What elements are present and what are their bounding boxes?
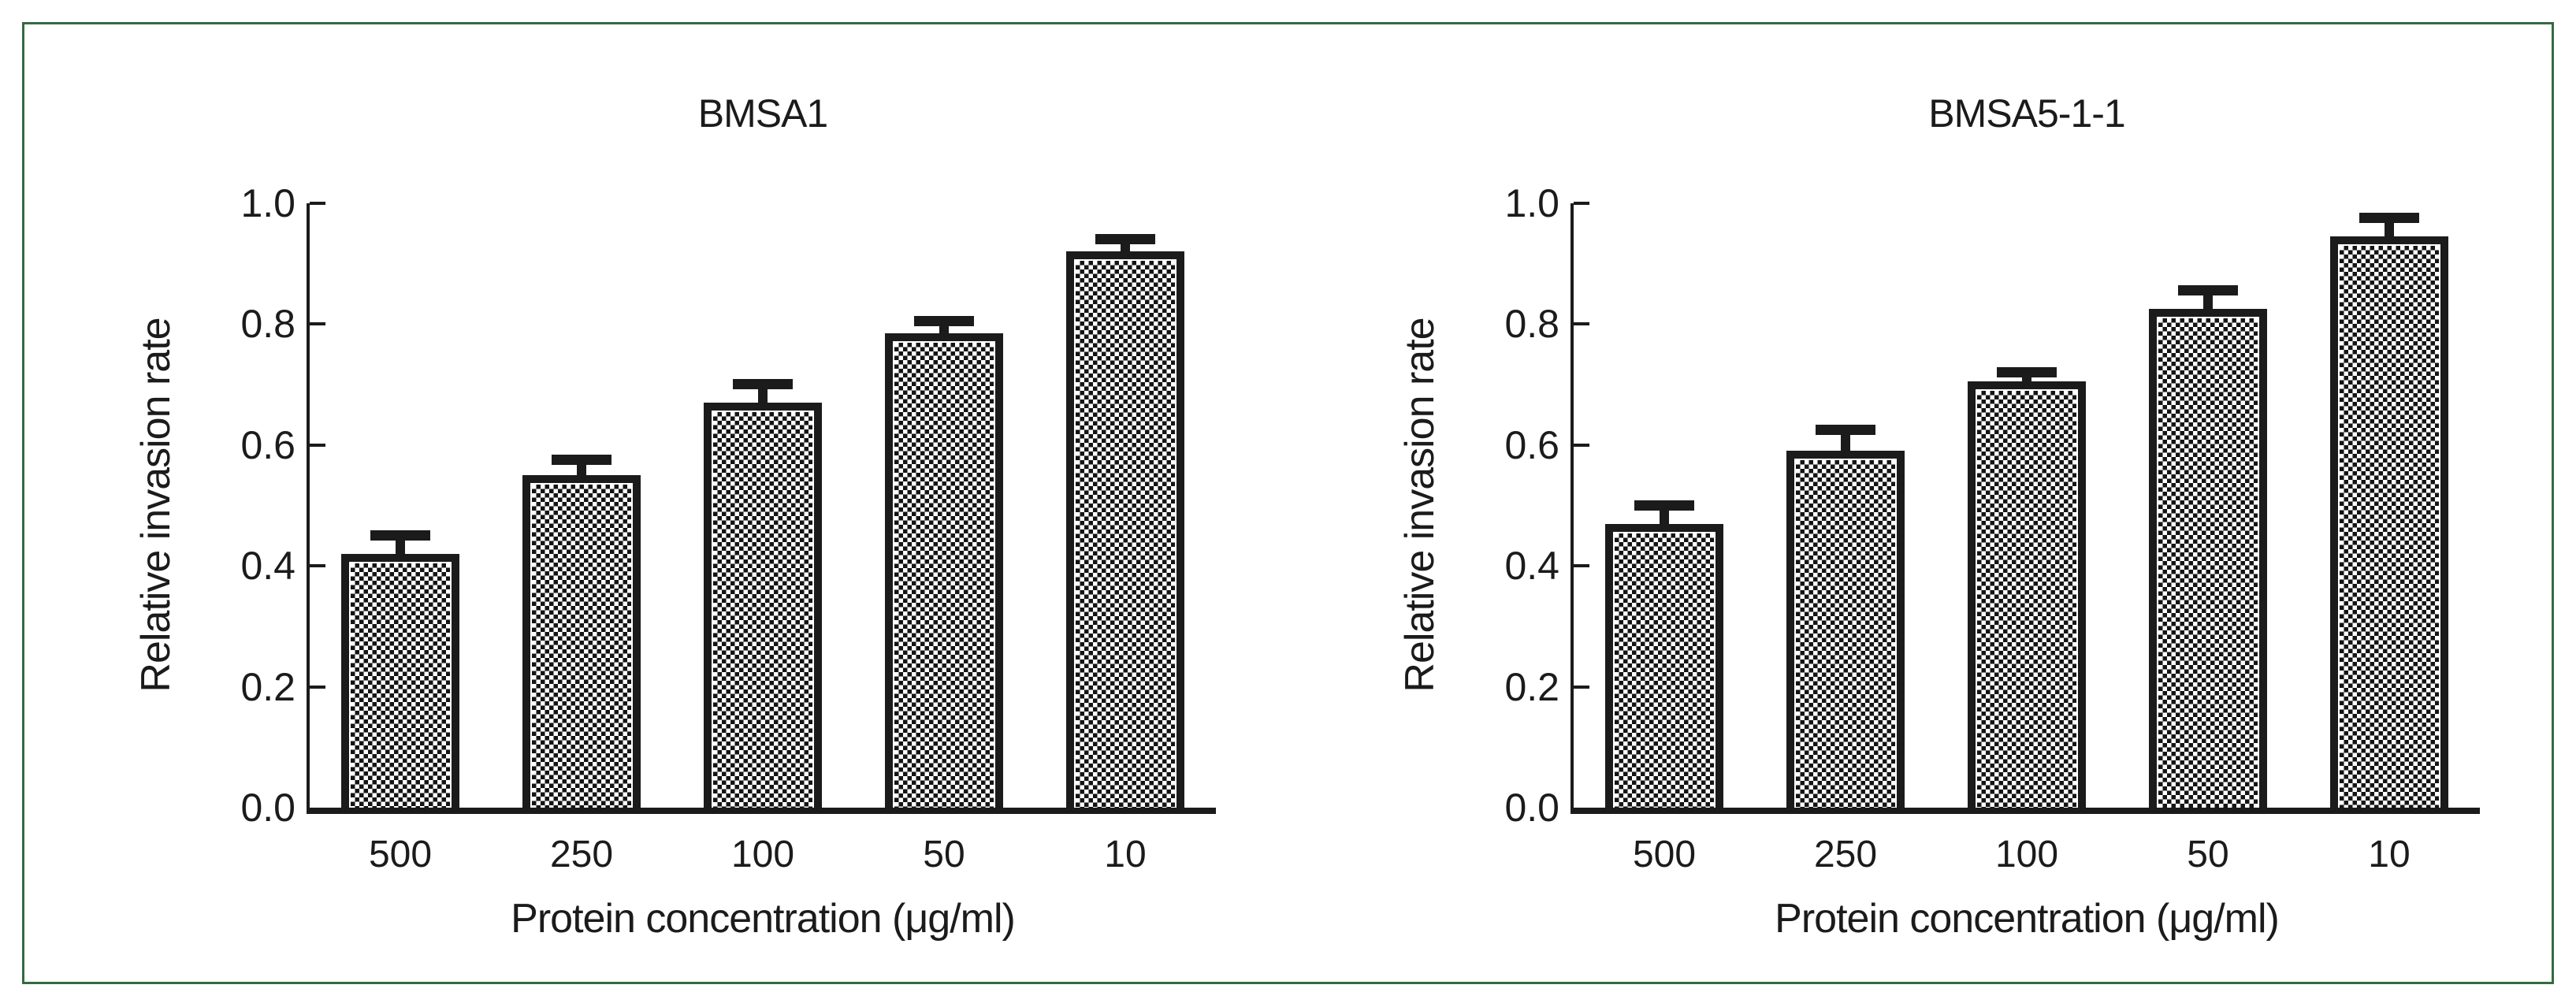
- y-tick-0.4: [1574, 564, 1589, 568]
- x-tick-label-10: 10: [1104, 834, 1147, 875]
- bar-fill-pattern-10: [1076, 261, 1175, 808]
- y-axis-line: [1571, 203, 1574, 814]
- bar-50: [2149, 309, 2267, 808]
- y-tick-0.2: [1574, 685, 1589, 689]
- error-bar-cap-100: [733, 379, 793, 390]
- chart-panel-bmsa1: BMSA1 Relative invasion rate Protein con…: [24, 24, 1288, 982]
- y-tick-label-0.0: 0.0: [240, 786, 296, 830]
- y-tick-label-1.0: 1.0: [240, 181, 296, 225]
- chart-title: BMSA1: [697, 91, 829, 136]
- bar-100: [1968, 381, 2086, 808]
- x-tick-label-50: 50: [923, 834, 965, 875]
- y-tick-0.2: [310, 685, 325, 689]
- y-tick-label-0.8: 0.8: [240, 302, 296, 347]
- bar-250: [1786, 451, 1905, 808]
- x-tick-label-100: 100: [1994, 834, 2059, 875]
- bar-fill-pattern-250: [532, 485, 631, 808]
- x-tick-label-10: 10: [2368, 834, 2411, 875]
- x-axis-title: Protein concentration (μg/ml): [511, 896, 1016, 942]
- y-tick-label-0.2: 0.2: [240, 664, 296, 709]
- plot-area: [310, 202, 1216, 808]
- x-tick-label-500: 500: [1632, 834, 1697, 875]
- chart-panel-bmsa5-1-1: BMSA5-1-1 Relative invasion rate Protein…: [1288, 24, 2552, 982]
- error-bar-cap-10: [1095, 234, 1155, 245]
- y-tick-1.0: [1574, 202, 1589, 205]
- y-tick-0.6: [1574, 443, 1589, 447]
- bar-fill-pattern-100: [713, 412, 812, 808]
- x-tick-label-250: 250: [1813, 834, 1878, 875]
- y-tick-0.8: [1574, 322, 1589, 326]
- bar-fill-pattern-250: [1796, 460, 1895, 808]
- error-bar-cap-100: [1997, 366, 2057, 377]
- x-tick-label-50: 50: [2187, 834, 2229, 875]
- y-tick-0.6: [310, 443, 325, 447]
- y-tick-label-0.0: 0.0: [1504, 786, 1559, 830]
- error-bar-cap-10: [2359, 213, 2419, 224]
- figure-border: BMSA1 Relative invasion rate Protein con…: [22, 22, 2554, 984]
- y-axis-title: Relative invasion rate: [133, 318, 179, 693]
- plot-area: [1574, 202, 2480, 808]
- x-tick-label-100: 100: [730, 834, 795, 875]
- y-tick-label-0.8: 0.8: [1504, 302, 1559, 347]
- error-bar-cap-50: [2178, 285, 2238, 296]
- x-axis-line: [1571, 808, 2480, 814]
- error-bar-cap-500: [370, 530, 430, 541]
- y-tick-label-0.6: 0.6: [240, 422, 296, 467]
- x-tick-label-250: 250: [549, 834, 614, 875]
- x-tick-label-500: 500: [368, 834, 433, 875]
- error-bar-cap-250: [552, 454, 611, 465]
- bar-fill-pattern-50: [2158, 318, 2258, 808]
- error-bar-cap-250: [1816, 424, 1875, 435]
- y-tick-0.4: [310, 564, 325, 568]
- bar-10: [1066, 251, 1184, 808]
- bar-250: [522, 475, 641, 808]
- y-tick-label-0.6: 0.6: [1504, 422, 1559, 467]
- bar-500: [1605, 523, 1723, 808]
- y-tick-label-0.4: 0.4: [1504, 544, 1559, 589]
- y-tick-label-1.0: 1.0: [1504, 181, 1559, 225]
- error-bar-cap-500: [1634, 500, 1694, 511]
- y-tick-label-0.4: 0.4: [240, 544, 296, 589]
- bar-50: [885, 333, 1003, 808]
- error-bar-cap-50: [914, 315, 974, 326]
- x-axis-title: Protein concentration (μg/ml): [1775, 896, 2280, 942]
- bar-fill-pattern-10: [2340, 246, 2439, 808]
- bar-100: [704, 403, 822, 808]
- bar-fill-pattern-500: [351, 563, 450, 808]
- x-axis-line: [307, 808, 1216, 814]
- chart-title: BMSA5-1-1: [1928, 91, 2125, 136]
- bar-fill-pattern-500: [1615, 533, 1714, 808]
- bar-10: [2330, 236, 2448, 808]
- y-tick-0.8: [310, 322, 325, 326]
- bar-fill-pattern-100: [1977, 391, 2076, 808]
- bar-fill-pattern-50: [894, 342, 994, 808]
- y-axis-line: [307, 203, 310, 814]
- bar-500: [341, 553, 459, 808]
- y-tick-1.0: [310, 202, 325, 205]
- y-tick-label-0.2: 0.2: [1504, 664, 1559, 709]
- y-axis-title: Relative invasion rate: [1397, 318, 1443, 693]
